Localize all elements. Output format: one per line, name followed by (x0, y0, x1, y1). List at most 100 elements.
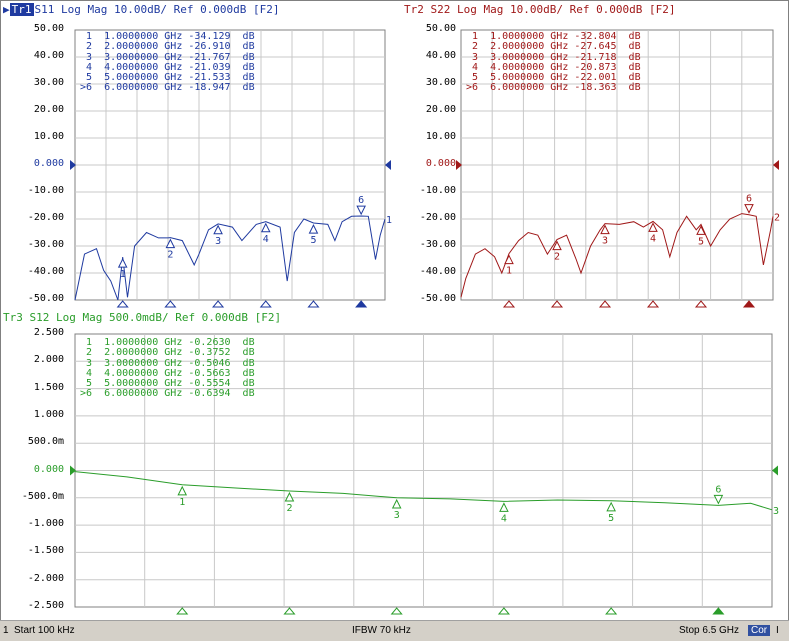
marker-5-label: 5 (310, 235, 316, 246)
trace2-chart-svg[interactable]: 1 2 3 4 5 6 2 (455, 24, 789, 308)
y-axis-label: 1.000 (33, 408, 64, 420)
y-axis-label: -2.500 (27, 600, 64, 611)
marker-1-axis-triangle[interactable] (502, 300, 516, 308)
marker-4-triangle[interactable] (260, 222, 271, 233)
marker-5-axis-triangle[interactable] (307, 300, 320, 308)
trace3-tag[interactable]: Tr3 (3, 311, 23, 324)
y-axis-label: 10.00 (425, 131, 456, 142)
marker-5-label: 5 (608, 513, 614, 524)
marker-2-label: 2 (554, 252, 560, 263)
trace3-header[interactable]: Tr3 S12 Log Mag 500.0mdB/ Ref 0.000dB [F… (3, 311, 281, 324)
marker-5-axis-triangle[interactable] (605, 607, 618, 615)
channel-number[interactable]: 1 (3, 625, 9, 636)
marker-2-axis-triangle[interactable] (164, 300, 177, 308)
y-axis-label: -20.00 (419, 212, 456, 223)
marker-4-triangle[interactable] (648, 222, 658, 232)
ref-left-arrow-icon (456, 160, 462, 170)
marker-2-triangle[interactable] (552, 240, 562, 251)
marker-3-label: 3 (394, 510, 400, 521)
marker-3-triangle[interactable] (213, 224, 223, 235)
start-frequency[interactable]: Start 100 kHz (14, 625, 75, 636)
stop-frequency[interactable]: Stop 6.5 GHz (679, 625, 740, 636)
trace1-active-arrow-icon: ▶ (3, 3, 10, 16)
trace1-header-text: S11 Log Mag 10.00dB/ Ref 0.000dB [F2] (34, 3, 280, 16)
y-axis-label: -30.00 (27, 239, 64, 250)
marker-2-axis-triangle[interactable] (283, 607, 296, 615)
marker-4-triangle[interactable] (499, 502, 509, 512)
trace1-tag[interactable]: Tr1 (9, 3, 34, 16)
y-axis-label: 0.000 (33, 158, 64, 169)
marker-4-axis-triangle[interactable] (497, 607, 510, 615)
trace3-chart-svg[interactable]: 1 2 3 4 5 6 3 (69, 328, 788, 615)
marker-6-triangle[interactable] (356, 205, 366, 216)
marker-6-axis-triangle[interactable] (742, 300, 756, 308)
ref-left-arrow-icon (70, 465, 76, 476)
correction-badge[interactable]: Cor (748, 625, 771, 636)
marker-3-label: 3 (215, 236, 221, 247)
ref-right-arrow-icon (773, 160, 779, 170)
marker-5-triangle[interactable] (696, 225, 706, 235)
marker-2-axis-triangle[interactable] (550, 300, 564, 308)
marker-1-axis-triangle[interactable] (116, 300, 129, 308)
y-axis-label: 0.000 (33, 463, 64, 475)
trace-end-label: 1 (386, 215, 392, 226)
marker-6-axis-triangle[interactable] (712, 607, 725, 615)
y-axis-label: -40.00 (27, 266, 64, 277)
marker-2-triangle[interactable] (165, 238, 176, 249)
y-axis-label: 10.00 (33, 131, 64, 142)
status-indicator: I (776, 625, 779, 636)
y-axis-label: 500.0m (27, 436, 64, 448)
y-axis-label: 1.500 (33, 381, 64, 393)
marker-2-triangle[interactable] (284, 491, 295, 502)
trace3-plot[interactable]: 1 2 3 4 5 6 3 (69, 328, 788, 619)
marker-1-triangle[interactable] (117, 258, 128, 268)
trace1-header[interactable]: ▶ Tr1 S11 Log Mag 10.00dB/ Ref 0.000dB [F2… (3, 3, 280, 16)
marker-6-axis-triangle[interactable] (355, 300, 368, 308)
ifbw-setting[interactable]: IFBW 70 kHz (352, 625, 411, 636)
y-axis-label: 50.00 (33, 23, 64, 34)
marker-1-triangle[interactable] (177, 485, 188, 496)
marker-3-axis-triangle[interactable] (598, 300, 612, 308)
marker-1-triangle[interactable] (504, 254, 514, 265)
marker-1-axis-triangle[interactable] (176, 607, 189, 615)
marker-4-axis-triangle[interactable] (259, 300, 272, 308)
marker-6-label: 6 (746, 194, 752, 205)
y-axis-label: 20.00 (425, 104, 456, 115)
marker-5-axis-triangle[interactable] (694, 300, 708, 308)
trace2-marker-table: 1 1.0000000 GHz -32.804 dB 2 2.0000000 G… (466, 31, 641, 94)
ref-left-arrow-icon (70, 160, 76, 170)
trace2-tag[interactable]: Tr2 (404, 3, 424, 16)
trace3-header-text: S12 Log Mag 500.0mdB/ Ref 0.000dB [F2] (29, 311, 282, 324)
marker-6-label: 6 (358, 195, 364, 206)
marker-2-label: 2 (167, 250, 173, 261)
y-axis-label: 2.000 (33, 354, 64, 366)
ref-right-arrow-icon (772, 465, 778, 476)
marker-4-label: 4 (263, 234, 269, 245)
trace2-plot[interactable]: 1 2 3 4 5 6 2 (455, 24, 789, 312)
trace2-header[interactable]: Tr2 S22 Log Mag 10.00dB/ Ref 0.000dB [F2… (404, 3, 676, 16)
marker-6-label: 6 (715, 484, 721, 495)
trace1-chart-svg[interactable]: 1 2 3 4 5 6 1 (69, 24, 401, 308)
y-axis-label: -50.00 (419, 293, 456, 304)
trace3-marker-table: 1 1.0000000 GHz -0.2630 dB 2 2.0000000 G… (80, 337, 255, 400)
marker-4-axis-triangle[interactable] (646, 300, 660, 308)
status-bar: 1 Start 100 kHz IFBW 70 kHz Stop 6.5 GHz… (0, 620, 789, 641)
y-axis-label: -20.00 (27, 212, 64, 223)
marker-4-label: 4 (650, 233, 656, 244)
marker-6-triangle[interactable] (713, 494, 724, 505)
y-axis-label: 50.00 (425, 23, 456, 34)
marker-3-triangle[interactable] (600, 224, 610, 235)
y-axis-label: -10.00 (419, 185, 456, 196)
marker-3-axis-triangle[interactable] (212, 300, 225, 308)
marker-1-label: 1 (120, 269, 126, 280)
marker-6-triangle[interactable] (744, 204, 754, 214)
trace1-plot[interactable]: 1 2 3 4 5 6 1 (69, 24, 401, 312)
marker-5-triangle[interactable] (308, 224, 319, 234)
marker-3-axis-triangle[interactable] (390, 607, 403, 615)
marker-1-label: 1 (506, 266, 512, 277)
marker-5-triangle[interactable] (606, 501, 616, 512)
marker-3-triangle[interactable] (391, 498, 402, 509)
trace3-line (74, 471, 773, 511)
ref-right-arrow-icon (385, 160, 391, 170)
trace1-marker-table: 1 1.0000000 GHz -34.129 dB 2 2.0000000 G… (80, 31, 255, 94)
